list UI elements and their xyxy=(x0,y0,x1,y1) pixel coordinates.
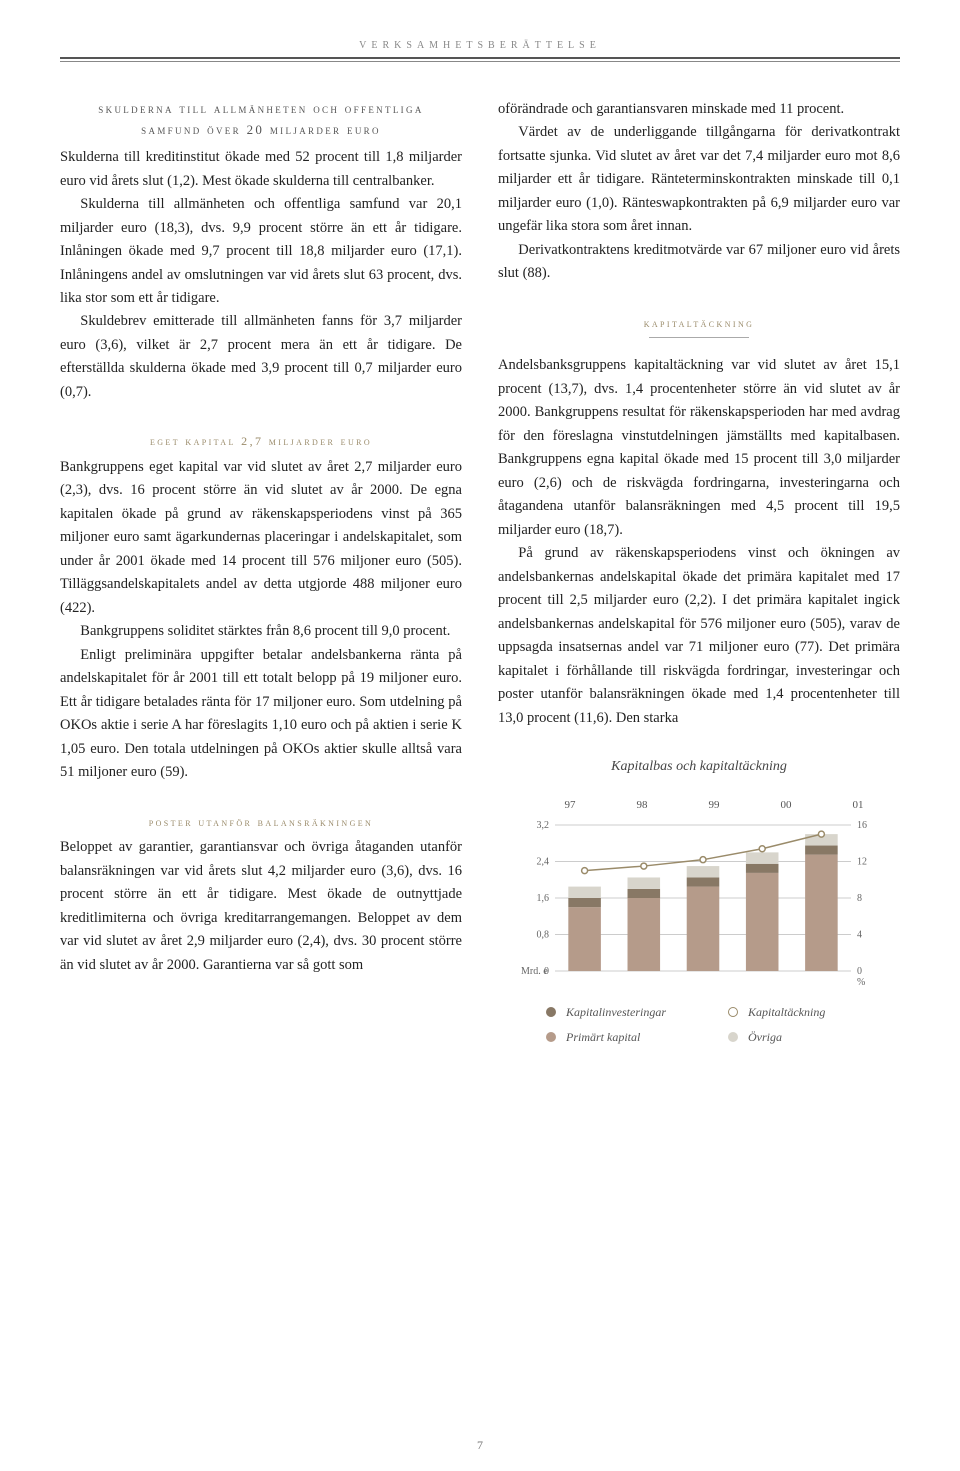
svg-text:8: 8 xyxy=(857,893,862,904)
legend-label-primary: Primärt kapital xyxy=(566,1028,718,1047)
svg-text:1,6: 1,6 xyxy=(537,893,550,904)
svg-text:12: 12 xyxy=(857,856,867,867)
chart-year-label: 97 xyxy=(565,797,576,815)
legend-label-ovriga: Övriga xyxy=(748,1028,900,1047)
left-p2: Skulderna till allmänheten och offentlig… xyxy=(60,193,462,310)
svg-text:Mrd. e: Mrd. e xyxy=(521,966,548,977)
right-p2: Värdet av de underliggande tillgångarna … xyxy=(498,121,900,238)
heading-poster: poster utanför balansräkningen xyxy=(60,813,462,832)
right-column: oförändrade och garantiansvaren minskade… xyxy=(498,98,900,1047)
chart-block: Kapitalbas och kapitaltäckning 979899000… xyxy=(498,756,900,1047)
svg-text:0,8: 0,8 xyxy=(537,929,550,940)
left-p1: Skulderna till kreditinstitut ökade med … xyxy=(60,146,462,193)
heading-line-1: skulderna till allmänheten och offentlig… xyxy=(98,101,423,116)
chart-svg: 3,2162,4121,680,8400Mrd. e% xyxy=(498,819,900,989)
heading-underline xyxy=(649,337,749,338)
svg-text:2,4: 2,4 xyxy=(537,856,550,867)
chart-year-label: 01 xyxy=(853,797,864,815)
legend-label-kapitalinv: Kapitalinvesteringar xyxy=(566,1003,718,1022)
legend-dot-primary xyxy=(546,1032,556,1042)
page-number: 7 xyxy=(0,1438,960,1453)
page-header-label: VERKSAMHETSBERÄTTELSE xyxy=(60,40,900,51)
right-p4: Andelsbanksgruppens kapitaltäckning var … xyxy=(498,354,900,542)
chart-legend: Kapitalinvesteringar Kapitaltäckning Pri… xyxy=(498,1003,900,1048)
right-p3: Derivatkontraktens kreditmotvärde var 67… xyxy=(498,239,900,286)
left-p6: Enligt preliminära uppgifter betalar and… xyxy=(60,644,462,785)
heading-kapitaltackning: kapitaltäckning xyxy=(498,314,900,333)
two-column-layout: skulderna till allmänheten och offentlig… xyxy=(60,98,900,1047)
svg-text:16: 16 xyxy=(857,820,867,831)
legend-label-kapitaltack: Kapitaltäckning xyxy=(748,1003,900,1022)
left-p5: Bankgruppens soliditet stärktes från 8,6… xyxy=(60,620,462,643)
chart-year-row: 97 98 99 00 01 xyxy=(498,797,900,819)
heading-eget-kapital: eget kapital 2,7 miljarder euro xyxy=(60,432,462,451)
header-rule-thin xyxy=(60,61,900,62)
chart-year-label: 00 xyxy=(781,797,792,815)
svg-text:4: 4 xyxy=(857,929,862,940)
svg-text:3,2: 3,2 xyxy=(537,820,550,831)
left-column: skulderna till allmänheten och offentlig… xyxy=(60,98,462,1047)
legend-dot-ovriga xyxy=(728,1032,738,1042)
right-p1: oförändrade och garantiansvaren minskade… xyxy=(498,98,900,121)
legend-dot-kapitalinv xyxy=(546,1007,556,1017)
chart-year-label: 99 xyxy=(709,797,720,815)
left-p4: Bankgruppens eget kapital var vid slutet… xyxy=(60,456,462,620)
heading-line-2: samfund över 20 miljarder euro xyxy=(141,122,381,137)
svg-text:%: % xyxy=(857,977,865,988)
right-p5: På grund av räkenskapsperiodens vinst oc… xyxy=(498,542,900,730)
chart-title: Kapitalbas och kapitaltäckning xyxy=(498,756,900,779)
header-rule-thick xyxy=(60,57,900,59)
left-p7: Beloppet av garantier, garantiansvar och… xyxy=(60,836,462,977)
heading-skulderna: skulderna till allmänheten och offentlig… xyxy=(60,98,462,140)
chart-area: 97 98 99 00 01 3,2 16 2,4 12 1,6 8 0,8 4 00 Mrd. e% xyxy=(498,797,900,989)
left-p3: Skuldebrev emitterade till allmänheten f… xyxy=(60,310,462,404)
legend-dot-kapitaltack xyxy=(728,1007,738,1017)
svg-text:0: 0 xyxy=(857,966,862,977)
chart-year-label: 98 xyxy=(637,797,648,815)
